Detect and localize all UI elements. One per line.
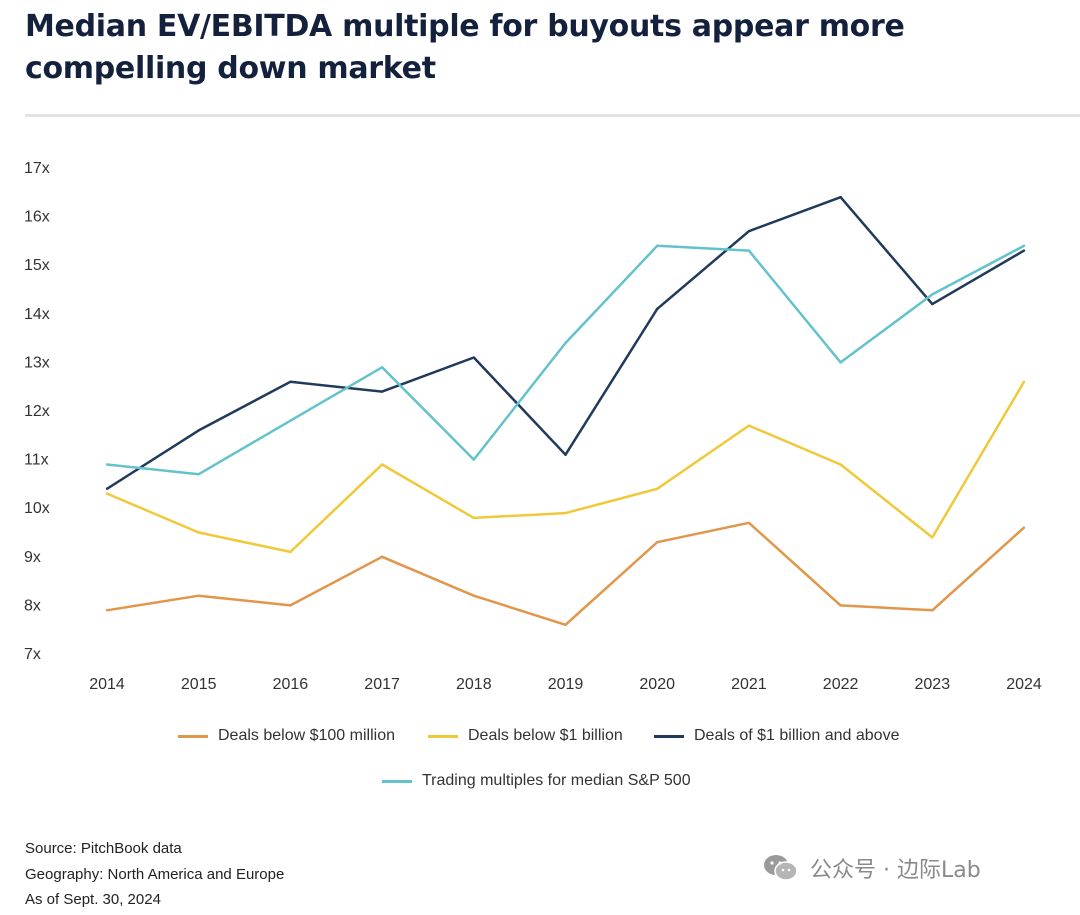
data-point-2-3: [380, 390, 384, 393]
legend-item-3[interactable]: Trading multiples for median S&P 500: [382, 772, 691, 790]
data-point-1-2: [289, 550, 292, 554]
legend-item-0[interactable]: Deals below $100 million: [178, 727, 395, 745]
x-tick-label: 2017: [364, 676, 400, 693]
x-tick-label: 2021: [731, 676, 767, 693]
data-point-3-1: [197, 472, 200, 476]
data-point-0-8: [839, 604, 842, 607]
chart-title: Median EV/EBITDA multiple for buyouts ap…: [25, 6, 1025, 90]
y-tick-label: 15x: [24, 257, 50, 274]
data-point-2-7: [747, 229, 751, 233]
data-point-0-9: [931, 609, 934, 612]
data-point-1-1: [197, 531, 200, 534]
data-point-2-8: [839, 195, 842, 199]
title-divider: [25, 114, 1080, 117]
y-tick-label: 11x: [24, 452, 49, 469]
data-point-0-7: [747, 521, 751, 524]
legend-label-0: Deals below $100 million: [218, 727, 395, 744]
y-tick-label: 14x: [24, 306, 50, 323]
data-point-1-4: [472, 516, 475, 520]
data-point-0-5: [564, 623, 567, 627]
data-point-0-10: [1022, 526, 1026, 529]
x-tick-label: 2023: [915, 676, 951, 693]
data-point-2-1: [197, 429, 200, 432]
watermark-text: 公众号 · 边际Lab: [810, 858, 981, 883]
data-point-2-2: [289, 380, 292, 384]
series-group: [105, 195, 1026, 627]
y-tick-label: 7x: [24, 646, 41, 663]
source-note: Source: PitchBook data: [25, 840, 182, 857]
y-tick-label: 13x: [24, 354, 50, 371]
legend-label-3: Trading multiples for median S&P 500: [422, 772, 691, 789]
data-point-2-4: [472, 356, 475, 359]
data-point-0-4: [472, 594, 475, 597]
data-point-3-0: [105, 463, 109, 466]
data-point-1-3: [380, 463, 384, 466]
title-line-2: compelling down market: [25, 51, 436, 86]
wechat-icon: [764, 855, 798, 881]
x-tick-label: 2015: [181, 676, 217, 693]
data-point-2-9: [931, 302, 934, 306]
geography-note: Geography: North America and Europe: [25, 866, 285, 883]
x-axis: 2014 2015 2016 2017 2018 2019 2020 2021 2022 2023…: [89, 676, 1042, 693]
data-point-2-10: [1022, 249, 1026, 252]
data-point-1-7: [747, 424, 751, 427]
data-point-3-10: [1022, 244, 1026, 247]
title-line-1: Median EV/EBITDA multiple for buyouts ap…: [25, 9, 905, 44]
data-point-3-9: [931, 293, 934, 296]
data-point-2-0: [105, 487, 109, 490]
data-point-1-0: [105, 492, 109, 495]
data-point-2-5: [564, 453, 567, 456]
data-point-0-1: [197, 594, 200, 597]
data-point-1-5: [564, 511, 567, 515]
data-point-3-4: [472, 458, 475, 461]
legend-label-1: Deals below $1 billion: [468, 727, 623, 744]
data-point-3-7: [747, 249, 751, 252]
data-point-0-2: [289, 604, 292, 607]
data-point-0-0: [105, 609, 109, 612]
as-of-note: As of Sept. 30, 2024: [25, 891, 161, 908]
data-point-1-8: [839, 463, 842, 466]
legend-swatch-2: [654, 734, 684, 738]
y-tick-label: 9x: [24, 549, 41, 566]
series-line-0[interactable]: [106, 521, 1025, 627]
x-tick-label: 2014: [89, 676, 125, 693]
legend-item-2[interactable]: Deals of $1 billion and above: [654, 727, 899, 745]
data-point-3-3: [380, 366, 384, 369]
legend-swatch-3: [382, 779, 412, 783]
x-tick-label: 2018: [456, 676, 492, 693]
data-point-0-6: [656, 541, 659, 544]
legend-item-1[interactable]: Deals below $1 billion: [428, 727, 623, 745]
y-axis: 7x 8x 9x 10x 11x 12x 13x 14x 15x 16x 17x: [24, 160, 50, 663]
y-tick-label: 10x: [24, 500, 50, 517]
x-tick-label: 2016: [273, 676, 309, 693]
data-point-0-3: [380, 555, 384, 558]
data-point-3-5: [564, 341, 567, 345]
series-line-3[interactable]: [106, 244, 1025, 476]
watermark: 公众号 · 边际Lab: [762, 852, 981, 884]
x-tick-label: 2024: [1006, 676, 1042, 693]
y-tick-label: 16x: [24, 209, 50, 226]
x-tick-label: 2022: [823, 676, 859, 693]
data-point-2-6: [656, 307, 659, 311]
data-point-3-8: [839, 361, 842, 364]
legend-label-2: Deals of $1 billion and above: [694, 727, 900, 744]
y-tick-label: 8x: [24, 597, 41, 614]
x-tick-label: 2020: [639, 676, 675, 693]
y-tick-label: 17x: [24, 160, 50, 177]
data-point-1-6: [656, 487, 659, 490]
legend-swatch-0: [178, 734, 208, 738]
data-point-3-6: [656, 244, 659, 247]
data-point-3-2: [289, 419, 292, 422]
data-point-1-9: [931, 536, 934, 539]
x-tick-label: 2019: [548, 676, 584, 693]
y-tick-label: 12x: [24, 403, 50, 420]
data-point-1-10: [1022, 380, 1026, 384]
legend-swatch-1: [428, 734, 458, 738]
